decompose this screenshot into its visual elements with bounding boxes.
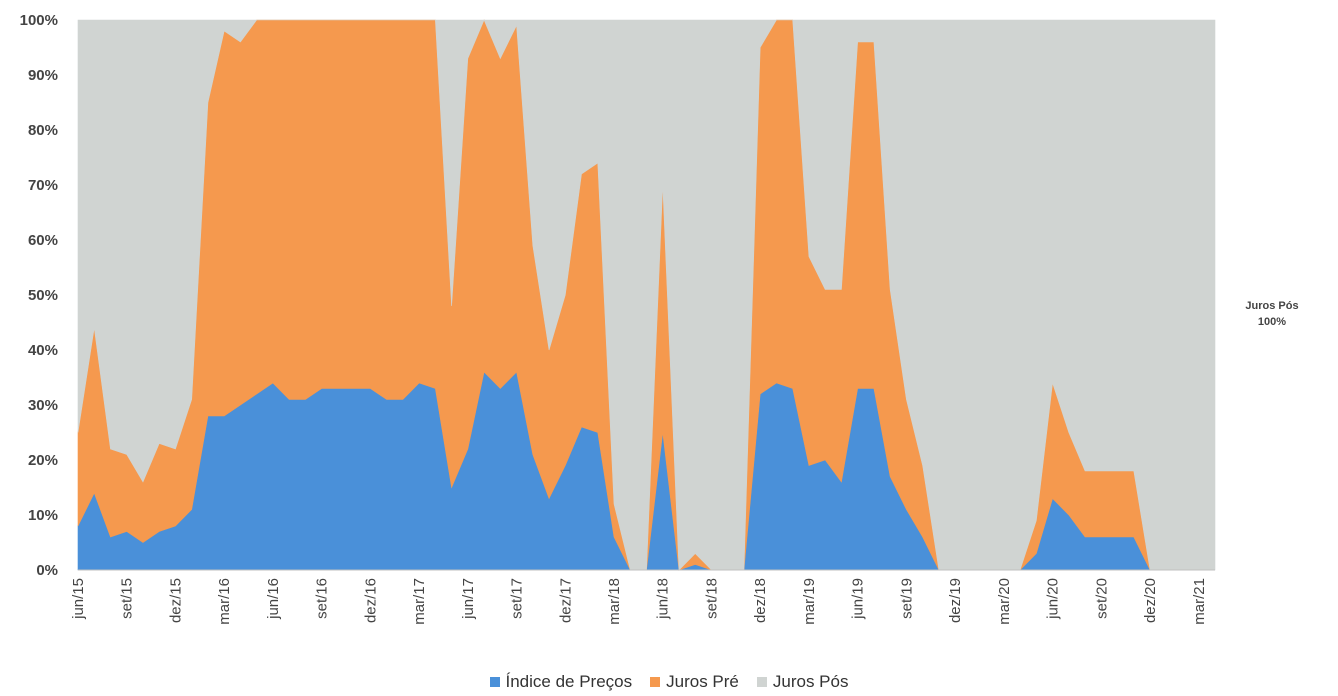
x-tick-label: jun/16 xyxy=(265,578,282,620)
y-tick-label: 80% xyxy=(28,122,58,139)
y-tick-label: 50% xyxy=(28,287,58,304)
x-tick-label: jun/20 xyxy=(1045,578,1062,620)
x-tick-label: set/20 xyxy=(1093,578,1110,619)
y-tick-label: 70% xyxy=(28,177,58,194)
x-tick-label: set/15 xyxy=(119,578,136,619)
x-tick-label: jun/18 xyxy=(655,578,672,620)
y-axis: 0% 10% 20% 30% 40% 50% 60% 70% 80% 90% 100% xyxy=(20,12,58,579)
x-tick-label: jun/19 xyxy=(850,578,867,620)
plot-areas xyxy=(77,19,1216,571)
x-tick-label: jun/17 xyxy=(460,578,477,620)
x-tick-label: dez/19 xyxy=(947,578,964,623)
series-end-label: Juros Pós 100% xyxy=(1232,298,1312,330)
x-tick-label: jun/15 xyxy=(70,578,87,620)
y-tick-label: 0% xyxy=(36,562,58,579)
legend-item-juros-pre: Juros Pré xyxy=(650,672,739,692)
y-tick-label: 10% xyxy=(28,507,58,524)
x-tick-label: set/17 xyxy=(509,578,526,619)
legend-label-indice-de-precos: Índice de Preços xyxy=(505,672,633,691)
y-tick-label: 20% xyxy=(28,452,58,469)
x-tick-label: dez/16 xyxy=(362,578,379,623)
x-tick-label: set/18 xyxy=(704,578,721,619)
legend-label-juros-pre: Juros Pré xyxy=(666,672,739,691)
y-tick-label: 100% xyxy=(20,12,58,29)
x-tick-label: dez/17 xyxy=(557,578,574,623)
x-tick-label: dez/15 xyxy=(168,578,185,623)
x-tick-label: set/16 xyxy=(314,578,331,619)
legend-swatch-juros-pre xyxy=(650,677,661,687)
legend-label-juros-pos: Juros Pós xyxy=(772,672,849,691)
x-axis: jun/15 set/15 dez/15 mar/16 jun/16 set/16 dez/… xyxy=(70,569,1215,625)
legend-swatch-juros-pos xyxy=(756,677,767,687)
x-tick-label: mar/19 xyxy=(801,578,818,625)
x-tick-label: mar/16 xyxy=(216,578,233,625)
series-end-label-value: 100% xyxy=(1257,316,1287,328)
y-tick-label: 90% xyxy=(28,67,58,84)
legend: Índice de Preços Juros Pré Juros Pós xyxy=(0,672,1338,692)
x-tick-label: mar/20 xyxy=(996,578,1013,625)
y-tick-label: 30% xyxy=(28,397,58,414)
y-tick-label: 40% xyxy=(28,342,58,359)
legend-item-juros-pos: Juros Pós xyxy=(756,672,849,692)
y-tick-label: 60% xyxy=(28,232,58,249)
x-tick-label: mar/18 xyxy=(606,578,623,625)
x-tick-label: mar/17 xyxy=(411,578,428,625)
legend-swatch-indice-de-precos xyxy=(489,677,500,687)
x-tick-label: mar/21 xyxy=(1191,578,1208,625)
x-tick-label: dez/20 xyxy=(1142,578,1159,623)
series-end-label-name: Juros Pós xyxy=(1245,300,1299,312)
x-tick-label: set/19 xyxy=(898,578,915,619)
x-tick-label: dez/18 xyxy=(752,578,769,623)
legend-item-indice-de-precos: Índice de Preços xyxy=(489,672,633,692)
